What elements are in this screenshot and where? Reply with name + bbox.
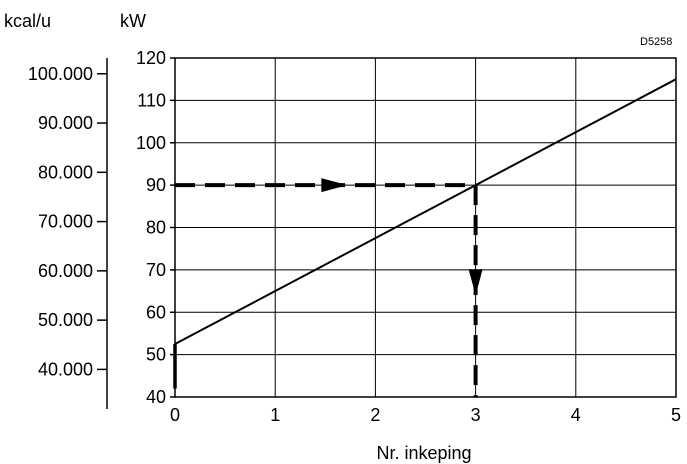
kw-tick-label-70: 70 [146, 260, 166, 280]
x-tick-label-0: 0 [170, 405, 180, 425]
kw-tick-label-120: 120 [136, 48, 166, 68]
kcal-tick-label-50.000: 50.000 [38, 310, 93, 330]
label-layer: 0 1 2 3 4 5 40 50 60 70 80 90 100 110 120 40.000 50.000 6… [28, 48, 681, 425]
axes [97, 57, 677, 409]
kcal-tick-label-60.000: 60.000 [38, 261, 93, 281]
x-tick-label-3: 3 [471, 405, 481, 425]
kcal-tick-label-80.000: 80.000 [38, 162, 93, 182]
kw-tick-label-80: 80 [146, 218, 166, 238]
kw-tick-label-100: 100 [136, 133, 166, 153]
annotation-layer [175, 178, 483, 397]
plot-frame [174, 57, 677, 398]
kcal-tick-label-90.000: 90.000 [38, 113, 93, 133]
kcal-tick-label-100.000: 100.000 [28, 64, 93, 84]
right-unit-label: kW [120, 11, 146, 31]
kw-tick-label-60: 60 [146, 302, 166, 322]
left-unit-label: kcal/u [4, 11, 51, 31]
grid [175, 58, 676, 397]
kw-tick-label-50: 50 [146, 345, 166, 365]
series-line-0 [174, 78, 677, 345]
arrowhead-right [321, 178, 348, 193]
kw-tick-label-110: 110 [137, 90, 166, 110]
kcal-tick-label-40.000: 40.000 [38, 359, 93, 379]
arrowhead-down [468, 269, 483, 296]
reference-code: D5258 [640, 36, 672, 48]
x-tick-label-4: 4 [571, 405, 581, 425]
x-tick-label-2: 2 [370, 405, 380, 425]
x-tick-label-1: 1 [270, 405, 280, 425]
x-axis-label: Nr. inkeping [376, 443, 471, 463]
kw-tick-label-90: 90 [146, 175, 166, 195]
series-layer [173, 78, 677, 389]
kw-tick-label-40: 40 [146, 387, 166, 407]
kcal-tick-label-70.000: 70.000 [38, 212, 93, 232]
x-tick-label-5: 5 [671, 405, 681, 425]
